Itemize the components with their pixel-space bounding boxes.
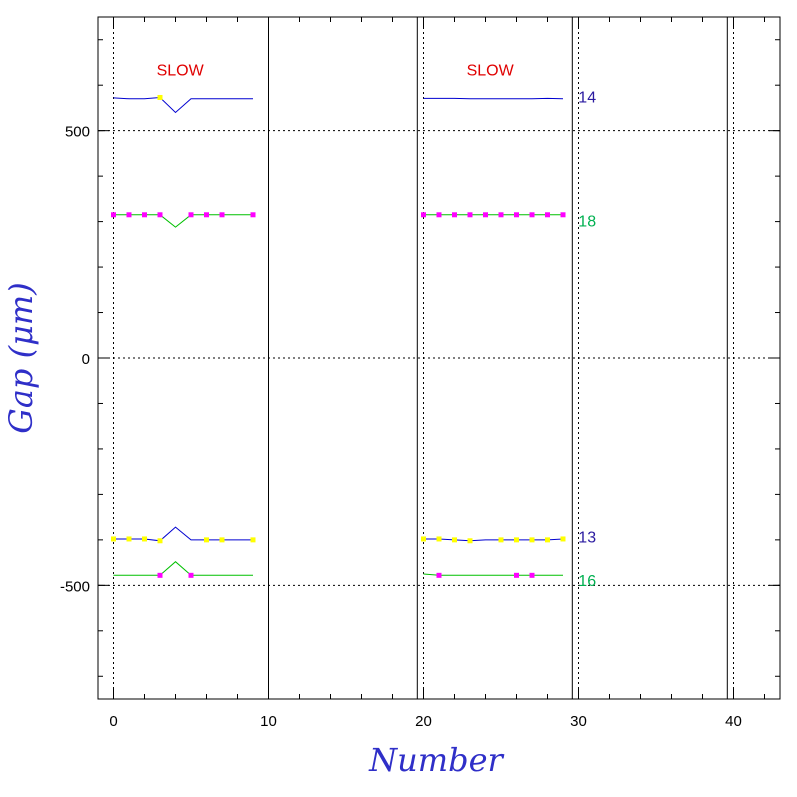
- x-tick-label: 40: [725, 713, 742, 730]
- data-point: [142, 536, 147, 542]
- data-point: [436, 572, 442, 578]
- x-tick-label: 30: [570, 713, 587, 730]
- y-tick-label: 500: [65, 124, 90, 141]
- data-point: [514, 572, 519, 578]
- series-line-14-0: [113, 96, 253, 114]
- series-line-13-1: [423, 538, 564, 542]
- x-axis-title: Number: [368, 741, 504, 779]
- series-13: 13: [111, 526, 596, 547]
- data-point: [467, 212, 473, 218]
- data-point: [219, 537, 225, 543]
- data-point: [157, 572, 163, 578]
- series-label-14: 14: [578, 90, 596, 107]
- data-point: [545, 212, 550, 218]
- data-point: [421, 212, 426, 218]
- series-label-16: 16: [578, 573, 596, 590]
- series-layer: 14 18 13 16: [111, 90, 596, 590]
- series-line-13-0: [113, 526, 253, 542]
- data-point: [498, 212, 504, 218]
- slow-annotation: SLOW: [467, 62, 515, 79]
- data-point: [188, 572, 194, 578]
- grid-layer: [98, 17, 780, 699]
- data-point: [483, 212, 488, 218]
- data-point: [467, 538, 473, 544]
- series-line-16-0: [113, 561, 253, 576]
- data-point: [250, 212, 256, 218]
- data-point: [560, 212, 566, 218]
- data-point: [126, 212, 132, 218]
- series-line-16-1: [423, 573, 563, 576]
- data-point: [514, 537, 519, 543]
- data-point: [204, 212, 209, 218]
- data-point: [529, 212, 535, 218]
- data-point: [436, 536, 442, 542]
- data-point: [188, 212, 194, 218]
- data-point: [498, 537, 504, 543]
- series-16: 16: [113, 561, 596, 590]
- data-point: [111, 212, 116, 218]
- series-18: 18: [111, 212, 596, 231]
- data-point: [529, 537, 535, 543]
- series-line-18-0: [113, 214, 253, 228]
- data-point: [452, 212, 457, 218]
- data-point: [421, 536, 426, 542]
- series-label-18: 18: [578, 214, 596, 231]
- data-point: [545, 537, 550, 543]
- y-axis-title: Gap (μm): [2, 282, 40, 433]
- data-point: [529, 572, 535, 578]
- data-point: [219, 212, 225, 218]
- y-tick-label: -500: [60, 578, 90, 595]
- x-tick-label: 10: [260, 713, 277, 730]
- data-point: [452, 537, 457, 543]
- tick-layer: 0 10 20 30 40 -500 0 500: [60, 17, 780, 730]
- data-point: [111, 536, 116, 542]
- annotation-layer: SLOW SLOW: [157, 62, 515, 79]
- x-tick-label: 0: [109, 713, 117, 730]
- x-tick-label: 20: [415, 713, 432, 730]
- y-tick-label: 0: [82, 351, 90, 368]
- series-label-13: 13: [578, 530, 596, 547]
- data-point: [142, 212, 147, 218]
- data-point: [250, 537, 256, 543]
- series-14: 14: [113, 90, 596, 114]
- data-point: [560, 536, 566, 542]
- data-point: [436, 212, 442, 218]
- data-point: [157, 212, 163, 218]
- data-point: [157, 538, 163, 544]
- data-point: [514, 212, 519, 218]
- data-point: [157, 94, 163, 100]
- data-point: [204, 537, 209, 543]
- slow-annotation: SLOW: [157, 62, 205, 79]
- data-point: [126, 536, 132, 542]
